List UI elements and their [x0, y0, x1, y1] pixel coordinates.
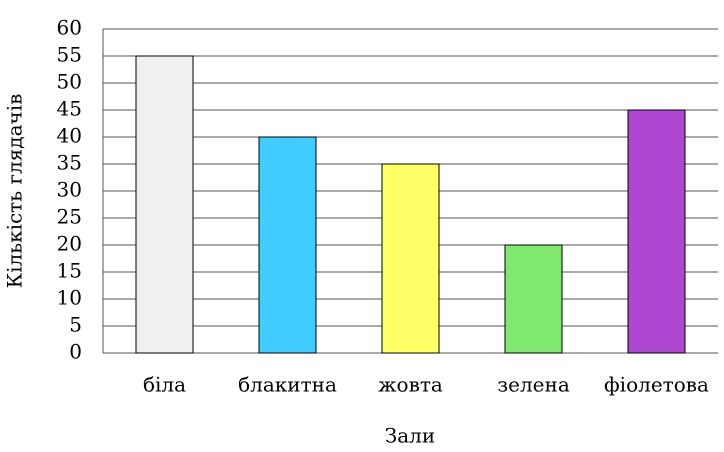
y-tick-label: 45 [57, 97, 82, 121]
x-tick-label: блакитна [238, 373, 337, 397]
x-tick-label: жовта [378, 373, 443, 397]
x-tick-label: зелена [497, 373, 570, 397]
y-tick-label: 60 [57, 16, 82, 40]
y-tick-label: 0 [69, 340, 82, 364]
y-tick-label: 25 [57, 205, 82, 229]
x-axis-label: Зали [385, 424, 435, 448]
y-axis-label: Кількість глядачів [3, 94, 27, 289]
y-tick-label: 30 [57, 178, 82, 202]
y-tick-label: 10 [57, 286, 82, 310]
y-tick-label: 35 [57, 151, 82, 175]
bar [135, 55, 194, 354]
y-tick-label: 20 [57, 232, 82, 256]
x-tick-label: біла [143, 373, 186, 397]
y-tick-label: 50 [57, 70, 82, 94]
x-tick-label: фіолетова [604, 373, 709, 397]
bar [258, 136, 317, 354]
bar [381, 163, 440, 354]
y-tick-label: 40 [57, 124, 82, 148]
y-tick-label: 55 [57, 43, 82, 67]
y-tick-label: 5 [69, 313, 82, 337]
y-tick-label: 15 [57, 259, 82, 283]
bar [627, 109, 686, 354]
bar [504, 244, 563, 354]
